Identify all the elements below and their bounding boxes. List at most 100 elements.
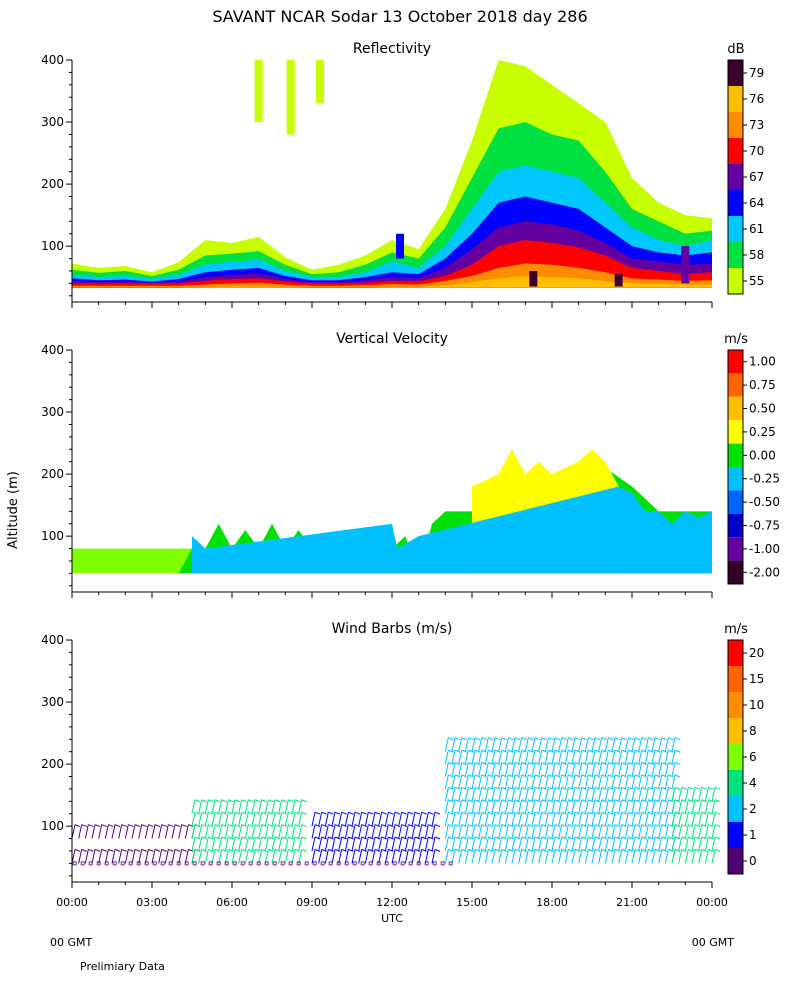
wind-barb-flag [281, 824, 287, 828]
wind-barb-flag [574, 737, 581, 741]
y-axis-label: Altitude (m) [6, 471, 21, 549]
wind-barb [278, 799, 283, 814]
wind-barb-flag [401, 848, 407, 852]
wind-barb-flag [641, 824, 647, 828]
wind-barb [558, 737, 563, 752]
wind-barb-flag [561, 811, 567, 815]
wind-barb [511, 849, 516, 864]
wind-barb [611, 774, 616, 790]
wind-barb [464, 849, 469, 864]
x-tick-labels: 00:00 03:00 06:00 09:00 12:00 15:00 18:00 21:00… [56, 896, 728, 909]
gmt-label-right: 00 GMT [692, 936, 735, 949]
wind-barb-flag [661, 824, 667, 828]
wind-barb [418, 849, 423, 864]
wind-barb [311, 836, 316, 852]
colorbar-label: 15 [749, 672, 764, 686]
wind-barb [358, 812, 363, 827]
wind-barb-flag [488, 774, 494, 778]
y-tick-label: 300 [41, 695, 64, 709]
wind-barb-flag [408, 824, 414, 828]
wind-barb [311, 812, 316, 827]
colorbar-label: 10 [749, 698, 764, 712]
wind-barb [298, 799, 303, 814]
colorbar-swatch [728, 692, 743, 718]
wind-barb [358, 824, 363, 839]
wind-barb-flag [648, 774, 654, 778]
wind-barb [451, 749, 456, 765]
wind-barb [638, 799, 643, 814]
wind-barb-flag [248, 811, 254, 815]
y-tick-label: 400 [41, 53, 64, 67]
wind-barb-flag [648, 824, 654, 828]
wind-barb-flag [588, 786, 594, 790]
wind-barb-flag [601, 811, 607, 815]
wind-barb [511, 787, 516, 802]
wind-barb-flag [328, 811, 334, 815]
wind-barb [644, 849, 649, 864]
wind-barb [578, 799, 583, 814]
wind-barb [251, 799, 256, 814]
wind-barb-flag [81, 824, 87, 828]
wind-barb [364, 824, 369, 839]
wind-barb [624, 799, 629, 814]
wind-barb [704, 824, 709, 839]
wind-barbs-plot-area [71, 737, 721, 866]
wind-barb [518, 799, 523, 814]
wind-barb-flag [494, 774, 501, 778]
wind-barb [358, 849, 363, 864]
wind-barb-flag [361, 848, 367, 852]
wind-barb-flag [461, 786, 467, 790]
wind-barb-flag [574, 749, 581, 753]
wind-barb [411, 836, 416, 852]
y-tick-label: 400 [41, 633, 64, 647]
x-tick-label: 00:00 [56, 896, 88, 909]
wind-barb [324, 836, 329, 852]
wind-barb-flag [528, 786, 534, 790]
wind-barb [511, 774, 516, 790]
colorbar-label: 8 [749, 724, 757, 738]
wind-barb-flag [574, 799, 581, 803]
wind-barb [478, 849, 483, 864]
wind-barb-flag [614, 848, 621, 852]
wind-barb-flag [668, 749, 674, 753]
wind-barb [291, 849, 296, 864]
calm-marker [128, 861, 133, 866]
wind-barb [638, 824, 643, 839]
wind-barb [511, 749, 516, 765]
wind-barb-flag [501, 811, 507, 815]
wind-barb-flag [641, 762, 647, 765]
wind-barb-flag [661, 737, 667, 741]
wind-barb [384, 812, 389, 827]
wind-barb-flag [541, 824, 547, 828]
wind-barb [591, 812, 596, 827]
wind-barb-flag [621, 737, 627, 741]
wind-barb-flag [461, 737, 467, 741]
wind-barb [598, 774, 603, 790]
wind-barb-flag [501, 836, 507, 840]
wind-barb [398, 812, 403, 827]
wind-barb [378, 849, 383, 864]
wind-barb [518, 749, 523, 765]
wind-barb-flag [528, 737, 534, 741]
wind-barb [218, 824, 223, 839]
wind-barb-flag [541, 848, 547, 852]
wind-barb [598, 812, 603, 827]
wind-barb [444, 774, 449, 790]
wind-barb-flag [214, 824, 221, 828]
wind-barb-flag [514, 774, 521, 778]
vertical-velocity-plot-area [72, 449, 712, 574]
wind-barb-flag [248, 824, 254, 828]
wind-barb-flag [568, 749, 574, 753]
x-tick-label: 12:00 [376, 896, 408, 909]
wind-barb-flag [314, 811, 321, 815]
wind-barb-flag [481, 799, 487, 803]
wind-barb [558, 812, 563, 827]
wind-barb [584, 762, 589, 777]
wind-barb [671, 849, 676, 864]
wind-barb-flag [461, 836, 467, 840]
wind-barb [611, 787, 616, 802]
wind-barb [564, 774, 569, 790]
wind-barb [218, 836, 223, 852]
x-tick-label: 15:00 [456, 896, 488, 909]
wind-barb-flag [241, 824, 247, 828]
